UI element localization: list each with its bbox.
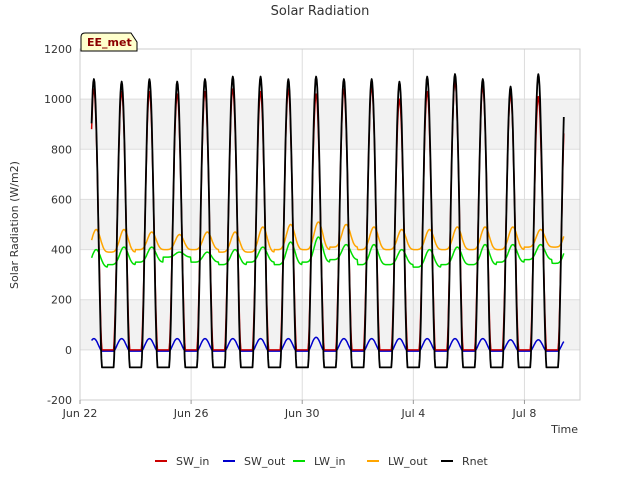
plot-band [80, 299, 580, 350]
legend-label-sw-in: SW_in [176, 455, 209, 468]
station-label-box: EE_met [80, 32, 138, 52]
x-tick-label: Jul 4 [400, 407, 425, 420]
legend-label-rnet: Rnet [462, 455, 488, 468]
y-tick-label: 400 [51, 244, 72, 257]
station-label: EE_met [87, 36, 132, 49]
x-tick-label: Jun 30 [284, 407, 320, 420]
chart-title: Solar Radiation [271, 4, 370, 19]
series-line-lw-in [90, 236, 565, 268]
series-line-lw-out [90, 221, 565, 253]
legend-label-lw-out: LW_out [388, 455, 428, 468]
x-tick-label: Jul 8 [512, 407, 537, 420]
y-tick-label: 1000 [44, 93, 72, 106]
legend-label-lw-in: LW_in [314, 455, 346, 468]
plot-bands [80, 99, 580, 350]
y-tick-label: 0 [65, 344, 72, 357]
x-axis-ticks: Jun 22 Jun 26 Jun 30 Jul 4 Jul 8 [62, 400, 537, 420]
x-axis-label: Time [550, 423, 578, 436]
plot-band [80, 99, 580, 150]
plot-band [80, 199, 580, 250]
x-tick-label: Jun 26 [173, 407, 209, 420]
series-layer [90, 73, 565, 369]
y-tick-label: -200 [47, 394, 72, 407]
x-tick-label: Jun 22 [62, 407, 98, 420]
y-axis-ticks: -200 0 200 400 600 800 1000 1200 [44, 43, 72, 407]
legend-label-sw-out: SW_out [244, 455, 286, 468]
y-tick-label: 200 [51, 294, 72, 307]
y-axis-label: Solar Radiation (W/m2) [8, 161, 21, 289]
series-line-rnet [90, 73, 565, 369]
y-tick-label: 600 [51, 193, 72, 206]
y-tick-label: 1200 [44, 43, 72, 56]
legend: SW_in SW_out LW_in LW_out Rnet [155, 455, 488, 468]
y-tick-label: 800 [51, 143, 72, 156]
station-label-shape [80, 32, 138, 52]
plot-frame [79, 48, 581, 401]
